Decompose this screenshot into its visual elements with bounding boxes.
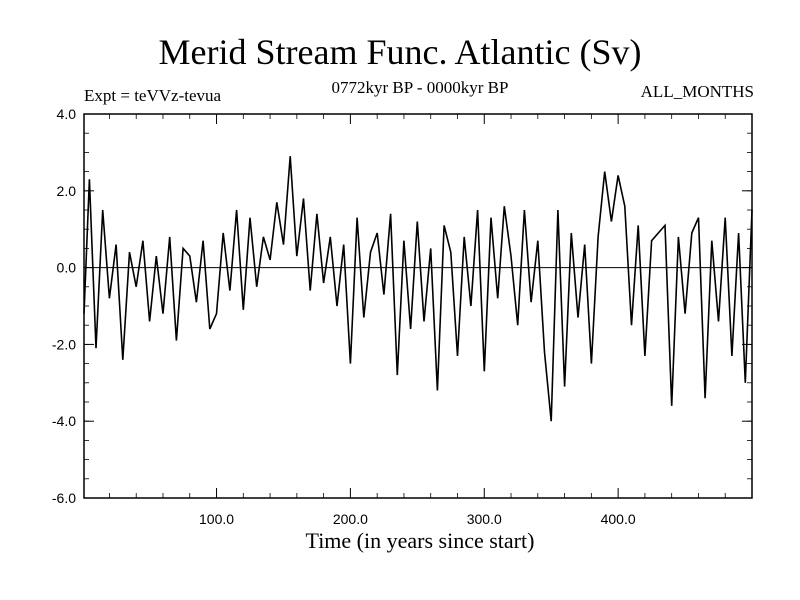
series-line — [83, 156, 753, 422]
y-tick-label: 2.0 — [57, 183, 77, 199]
x-tick-label: 100.0 — [199, 511, 234, 527]
x-ticks: 100.0 200.0 300.0 400.0 — [109, 114, 726, 527]
y-tick-label: 4.0 — [57, 106, 77, 122]
y-tick-label: -2.0 — [52, 336, 76, 352]
x-tick-label: 200.0 — [333, 511, 368, 527]
experiment-label: Expt = teVVz-tevua — [84, 86, 222, 105]
y-tick-label: -6.0 — [52, 490, 76, 506]
x-tick-label: 400.0 — [601, 511, 636, 527]
x-axis-label: Time (in years since start) — [305, 528, 535, 553]
chart-title: Merid Stream Func. Atlantic (Sv) — [158, 32, 642, 72]
months-label: ALL_MONTHS — [640, 82, 754, 101]
y-ticks: 4.0 2.0 0.0 -2.0 -4.0 -6.0 — [52, 106, 752, 506]
plot-frame — [83, 113, 753, 499]
y-tick-label: 0.0 — [57, 260, 77, 276]
y-tick-label: -4.0 — [52, 413, 76, 429]
x-tick-label: 300.0 — [467, 511, 502, 527]
time-range-label: 0772kyr BP - 0000kyr BP — [331, 78, 509, 97]
